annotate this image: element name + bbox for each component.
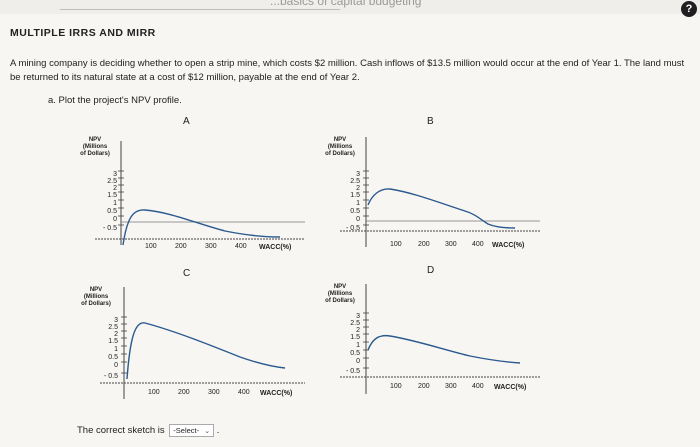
y-tick: 2 bbox=[113, 185, 117, 192]
part-a-instruction: a. Plot the project's NPV profile. bbox=[48, 95, 182, 106]
x-tick: 400 bbox=[472, 241, 484, 248]
x-tick: 400 bbox=[238, 389, 250, 396]
y-tick: 0.5 bbox=[108, 354, 118, 361]
y-tick: 1.5 bbox=[350, 334, 360, 341]
y-tick: - 0.5 bbox=[345, 368, 360, 375]
x-tick: 400 bbox=[235, 243, 247, 250]
select-value: -Select- bbox=[173, 426, 200, 435]
x-tick: 300 bbox=[445, 241, 457, 248]
chevron-down-icon: ⌄ bbox=[204, 428, 211, 435]
y-tick: 0.5 bbox=[107, 208, 117, 215]
y-tick: 2 bbox=[114, 331, 118, 338]
panel-letter-d: D bbox=[427, 265, 435, 276]
y-tick: 3 bbox=[113, 171, 117, 178]
y-tick: 1.5 bbox=[350, 192, 360, 199]
period-text: . bbox=[216, 425, 220, 437]
chart-option-a: NPV (Millions of Dollars) 3 2.5 2 1.5 1 0.… bbox=[75, 133, 315, 273]
x-tick: 100 bbox=[145, 243, 157, 250]
panel-letter-c: C bbox=[183, 268, 191, 279]
y-tick: 0 bbox=[356, 358, 360, 365]
chart-option-b: NPV (Millions of Dollars) 3 2.5 2 1.5 1 0.… bbox=[320, 133, 560, 273]
x-tick: 200 bbox=[178, 389, 190, 396]
y-tick: 1 bbox=[113, 200, 117, 207]
y-tick: 1 bbox=[356, 200, 360, 207]
y-tick: - 0.5 bbox=[103, 373, 118, 380]
faint-page-title: ...basics of capital budgeting bbox=[270, 0, 422, 8]
x-tick: 300 bbox=[205, 243, 217, 250]
x-axis-label: WACC(%) bbox=[492, 242, 525, 249]
y-tick: 1 bbox=[356, 342, 360, 349]
y-tick: 0 bbox=[114, 362, 118, 369]
top-bar: ...basics of capital budgeting ? bbox=[0, 0, 700, 17]
y-tick: 0.5 bbox=[350, 350, 360, 357]
y-tick: 1.5 bbox=[107, 192, 117, 199]
y-tick: - 0.5 bbox=[102, 225, 117, 232]
x-tick: 300 bbox=[445, 383, 457, 390]
x-tick: 300 bbox=[208, 389, 220, 396]
y-axis-label: NPV (Millions of Dollars) bbox=[325, 284, 355, 304]
chart-plot-b bbox=[340, 137, 540, 247]
x-tick: 400 bbox=[472, 383, 484, 390]
sketch-select-dropdown[interactable]: -Select- ⌄ bbox=[169, 424, 215, 437]
x-axis-label: WACC(%) bbox=[260, 390, 293, 397]
x-axis-label: WACC(%) bbox=[494, 384, 527, 391]
y-tick: 3 bbox=[114, 317, 118, 324]
section-title: MULTIPLE IRRS AND MIRR bbox=[10, 27, 156, 39]
x-tick: 200 bbox=[418, 383, 430, 390]
y-tick: - 0.5 bbox=[345, 225, 360, 232]
y-tick: 0 bbox=[356, 216, 360, 223]
help-icon[interactable]: ? bbox=[681, 1, 697, 17]
y-tick: 2.5 bbox=[350, 178, 360, 185]
y-tick: 1.5 bbox=[108, 338, 118, 345]
panel-letter-b: B bbox=[427, 116, 434, 127]
y-tick: 3 bbox=[356, 171, 360, 178]
answer-row: The correct sketch is -Select- ⌄ . bbox=[77, 424, 219, 437]
y-axis-label: NPV (Millions of Dollars) bbox=[325, 137, 355, 157]
y-tick: 0 bbox=[113, 216, 117, 223]
chart-plot-c bbox=[100, 287, 305, 399]
y-axis-label: NPV (Millions of Dollars) bbox=[81, 287, 111, 307]
panel-letter-a: A bbox=[183, 116, 190, 127]
y-tick: 2.5 bbox=[350, 320, 360, 327]
chart-plot-d bbox=[340, 284, 540, 394]
y-tick: 0.5 bbox=[350, 208, 360, 215]
y-tick: 2.5 bbox=[107, 178, 117, 185]
top-divider bbox=[60, 9, 340, 10]
y-tick: 3 bbox=[356, 313, 360, 320]
x-axis-label: WACC(%) bbox=[259, 244, 292, 251]
x-tick: 100 bbox=[390, 241, 402, 248]
y-tick: 1 bbox=[114, 346, 118, 353]
x-tick: 200 bbox=[175, 243, 187, 250]
y-tick: 2 bbox=[356, 327, 360, 334]
y-tick: 2 bbox=[356, 185, 360, 192]
y-tick: 2.5 bbox=[108, 324, 118, 331]
y-axis-label: NPV (Millions of Dollars) bbox=[80, 137, 110, 157]
answer-prompt: The correct sketch is bbox=[77, 425, 165, 437]
chart-plot-a bbox=[95, 141, 305, 246]
x-tick: 100 bbox=[390, 383, 402, 390]
problem-text: A mining company is deciding whether to … bbox=[10, 58, 685, 83]
x-tick: 200 bbox=[418, 241, 430, 248]
chart-option-d: NPV (Millions of Dollars) 3 2.5 2 1.5 1 0.… bbox=[320, 280, 560, 420]
x-tick: 100 bbox=[148, 389, 160, 396]
chart-option-c: NPV (Millions of Dollars) 3 2.5 2 1.5 1 0.… bbox=[80, 283, 320, 423]
